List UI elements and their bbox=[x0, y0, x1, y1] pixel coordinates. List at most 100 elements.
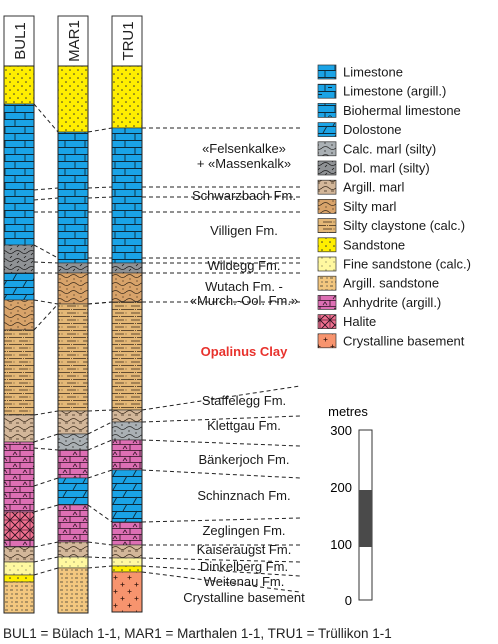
interval-dol-marl bbox=[3, 244, 35, 274]
correlation-line bbox=[33, 103, 59, 133]
formation-label: Bänkerjoch Fm. bbox=[198, 452, 289, 467]
legend-item-anhydrite: Anhydrite (argill.) bbox=[317, 295, 441, 310]
well-headers: BUL1 MAR1 TRU1 bbox=[3, 15, 143, 67]
legend-item-dol-marl: Dol. marl (silty) bbox=[317, 160, 430, 176]
legend-swatch bbox=[317, 160, 337, 176]
formation-labels: «Felsenkalke»+ «Massenkalk» Schwarzbach F… bbox=[183, 141, 305, 605]
legend-label: Silty marl bbox=[343, 199, 397, 214]
interval-crystalline bbox=[111, 571, 143, 613]
formation-label: Schinznach Fm. bbox=[197, 488, 290, 503]
formation-label: + «Massenkalk» bbox=[197, 156, 291, 171]
legend-item-biohermal: Biohermal limestone bbox=[317, 103, 461, 118]
correlation-line bbox=[141, 565, 301, 577]
legend-label: Argill. marl bbox=[343, 180, 405, 195]
legend-label: Dol. marl (silty) bbox=[343, 161, 430, 176]
correlation-line bbox=[33, 299, 59, 305]
legend-label: Biohermal limestone bbox=[343, 103, 461, 118]
formation-label: «Murch.-Ool. Fm.» bbox=[190, 293, 298, 308]
correlation-line bbox=[33, 433, 59, 443]
correlation-line bbox=[33, 410, 59, 416]
legend-label: Calc. marl (silty) bbox=[343, 141, 436, 156]
formation-label: Crystalline basement bbox=[183, 590, 305, 605]
legend-swatch bbox=[317, 103, 337, 118]
legend-swatch bbox=[317, 83, 337, 99]
correlation-line bbox=[141, 517, 301, 523]
correlation-line bbox=[87, 421, 113, 435]
legend-swatch bbox=[317, 237, 337, 253]
legend-item-limestone-arg: Limestone (argill.) bbox=[317, 83, 446, 99]
interval-anhydrite bbox=[57, 504, 89, 543]
interval-sandstone bbox=[57, 65, 89, 133]
formation-label: Wildegg Fm. bbox=[208, 258, 281, 273]
legend-item-limestone: Limestone bbox=[317, 64, 403, 80]
legend-swatch bbox=[317, 122, 337, 137]
well-columns bbox=[3, 65, 143, 614]
legend-swatch bbox=[317, 141, 337, 157]
correlation-line bbox=[87, 469, 113, 479]
legend-swatch bbox=[317, 275, 337, 291]
formation-label: Klettgau Fm. bbox=[207, 418, 281, 433]
interval-anhydrite bbox=[3, 539, 35, 548]
legend-item-dolostone: Dolostone bbox=[317, 122, 402, 137]
correlation-line bbox=[33, 244, 59, 259]
correlation-line bbox=[87, 301, 113, 305]
legend-label: Silty claystone (calc.) bbox=[343, 218, 465, 233]
scale-bar: metres 300 200 100 0 bbox=[328, 404, 373, 608]
correlation-line bbox=[87, 504, 113, 523]
correlation-line bbox=[33, 477, 59, 487]
formation-label: Dinkelberg Fm. bbox=[200, 559, 288, 574]
legend-label: Crystalline basement bbox=[343, 333, 465, 348]
interval-sandstone bbox=[3, 574, 35, 583]
correlation-line bbox=[87, 556, 113, 559]
correlation-lines bbox=[33, 103, 301, 593]
scale-tick-0: 0 bbox=[345, 593, 352, 608]
legend-swatch bbox=[317, 64, 337, 80]
correlation-line bbox=[87, 196, 113, 199]
correlation-line bbox=[141, 385, 301, 411]
interval-fine-sand bbox=[111, 557, 143, 567]
interval-sandstone bbox=[111, 65, 143, 129]
interval-dolostone bbox=[3, 272, 35, 301]
legend-item-argill-marl: Argill. marl bbox=[317, 180, 405, 195]
interval-limestone bbox=[3, 103, 35, 246]
interval-fine-sand bbox=[57, 556, 89, 569]
correlation-line bbox=[141, 439, 301, 447]
formation-label: Opalinus Clay bbox=[201, 344, 288, 359]
interval-anhydrite bbox=[3, 441, 35, 513]
correlation-line bbox=[33, 504, 59, 513]
interval-halite bbox=[3, 511, 35, 541]
interval-argill-sand bbox=[57, 567, 89, 614]
correlation-line bbox=[87, 565, 113, 569]
correlation-line bbox=[87, 127, 113, 133]
correlation-line bbox=[33, 197, 59, 201]
formation-label: Staffelegg Fm. bbox=[202, 393, 286, 408]
interval-anhydrite bbox=[57, 449, 89, 479]
legend-label: Anhydrite (argill.) bbox=[343, 295, 441, 310]
interval-anhydrite bbox=[111, 521, 143, 546]
interval-dolostone bbox=[57, 477, 89, 506]
legend-swatch bbox=[317, 256, 337, 272]
column-outline bbox=[57, 65, 89, 614]
scale-segment-dark bbox=[359, 490, 372, 547]
correlation-line bbox=[33, 303, 59, 331]
legend-item-argill-sand: Argill. sandstone bbox=[317, 275, 439, 291]
legend-item-silty-marl: Silty marl bbox=[317, 199, 397, 214]
legend-label: Limestone bbox=[343, 65, 403, 80]
legend-item-fine-sand: Fine sandstone (calc.) bbox=[317, 256, 471, 272]
interval-dolostone bbox=[111, 469, 143, 523]
legend-swatch bbox=[317, 333, 337, 349]
legend-item-crystalline: Crystalline basement bbox=[317, 333, 465, 349]
correlation-line bbox=[33, 541, 59, 548]
formation-label: Zeglingen Fm. bbox=[202, 523, 285, 538]
interval-argill-marl bbox=[111, 409, 143, 423]
formation-label: Weitenau Fm. bbox=[204, 574, 285, 589]
correlation-line bbox=[33, 187, 59, 191]
correlation-line bbox=[141, 571, 301, 593]
legend-swatch bbox=[317, 295, 337, 310]
column-outline bbox=[111, 65, 143, 613]
legend-item-halite: Halite bbox=[317, 314, 376, 329]
scale-title: metres bbox=[328, 404, 368, 419]
legend-swatch bbox=[317, 314, 337, 329]
correlation-line bbox=[33, 556, 59, 563]
